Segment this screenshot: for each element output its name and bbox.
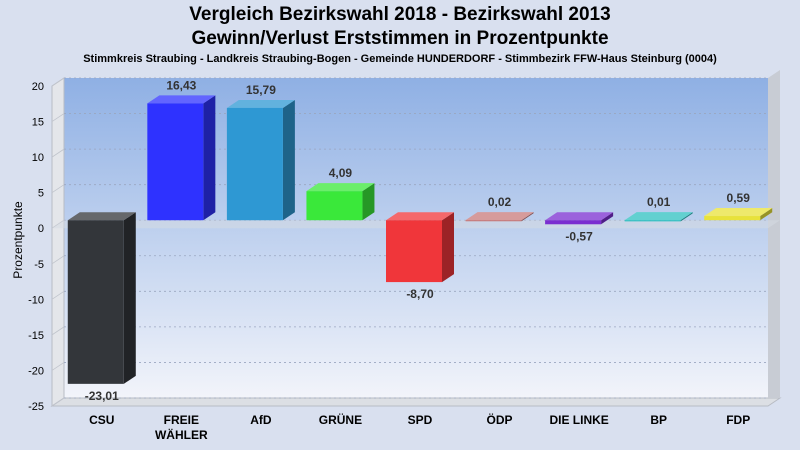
x-tick-label: ÖDP	[487, 412, 513, 427]
bar-front	[226, 107, 283, 221]
bar-side	[680, 212, 693, 222]
data-label: 16,43	[166, 78, 196, 92]
bar-top	[226, 99, 295, 108]
bar-side	[282, 99, 295, 221]
bar-top	[704, 208, 773, 217]
grid-line-side	[51, 77, 65, 87]
bar-freie-wähler	[147, 95, 216, 221]
data-label: 4,09	[329, 166, 353, 180]
bar-side	[203, 95, 216, 221]
y-tick-label: -20	[28, 365, 44, 377]
data-label: -8,70	[406, 287, 434, 301]
plot-right-edge	[768, 70, 780, 398]
bar-csu	[67, 212, 136, 384]
data-label: 0,59	[727, 191, 751, 205]
x-tick-label: SPD	[408, 413, 433, 427]
x-tick-label: AfD	[250, 413, 272, 427]
grid-line-side	[51, 184, 65, 193]
y-tick-label: 20	[32, 81, 44, 93]
y-axis-label: Prozentpunkte	[11, 201, 25, 279]
bar-front	[624, 220, 681, 222]
y-tick-label: 0	[38, 223, 44, 235]
bar-front	[147, 103, 204, 221]
bar-fdp	[704, 208, 773, 221]
bar-front	[545, 220, 602, 225]
y-tick-label: -10	[28, 294, 44, 306]
y-tick-label: 15	[32, 117, 44, 129]
plot-floor	[50, 397, 782, 407]
grid-line-side	[51, 255, 65, 265]
bar-side	[601, 212, 614, 225]
bar-grüne	[306, 183, 375, 221]
x-tick-label: FDP	[726, 413, 750, 427]
grid-line-side	[51, 291, 65, 300]
bar-top	[545, 212, 614, 221]
bar-bp	[624, 212, 693, 222]
bar-side	[760, 208, 773, 221]
grid-line-side	[51, 326, 65, 336]
plot-side-wall	[51, 77, 65, 407]
x-tick-label: BP	[650, 413, 667, 427]
bar-top	[386, 212, 454, 221]
x-tick-label: CSU	[89, 413, 114, 427]
bar-top	[465, 212, 534, 221]
grid-line-side	[51, 362, 65, 371]
y-tick-label: -15	[28, 330, 44, 342]
y-tick-label: 10	[32, 152, 44, 164]
x-tick-label: GRÜNE	[319, 412, 362, 427]
bar-side	[362, 183, 375, 221]
bar-front	[67, 220, 124, 384]
bar-top	[147, 95, 216, 104]
data-label: 0,01	[647, 195, 671, 209]
bar-front	[704, 216, 761, 221]
bar-spd	[386, 212, 454, 283]
x-tick-label: DIE LINKE	[549, 413, 608, 427]
chart-caption: Stimmkreis Straubing - Landkreis Straubi…	[83, 53, 717, 65]
data-label: -23,01	[85, 389, 119, 403]
bar-side	[123, 212, 136, 384]
data-label: 15,79	[246, 83, 276, 97]
x-tick-label: WÄHLER	[155, 427, 208, 442]
y-tick-label: -25	[28, 401, 44, 413]
grid-line-side	[51, 148, 65, 158]
chart-title: Vergleich Bezirkswahl 2018 - Bezirkswahl…	[189, 4, 611, 25]
y-tick-label: -5	[34, 259, 44, 271]
bar-afd	[226, 99, 295, 221]
bar-side	[521, 212, 534, 222]
bar-front	[306, 191, 363, 221]
grid-line-side	[51, 113, 65, 122]
data-label: -0,57	[565, 229, 593, 243]
y-tick-label: 5	[38, 188, 44, 200]
x-tick-label: FREIE	[164, 413, 199, 427]
bar-ödp	[465, 212, 534, 222]
bar-top	[67, 212, 136, 221]
bar-front	[386, 220, 442, 283]
grid-line-side	[51, 397, 65, 407]
bar-side	[442, 212, 454, 283]
chart-subtitle: Gewinn/Verlust Erststimmen in Prozentpun…	[191, 28, 609, 49]
bar-top	[624, 212, 693, 221]
bar-die-linke	[545, 212, 614, 225]
bar-front	[465, 220, 522, 222]
bar-top	[306, 183, 375, 192]
data-label: 0,02	[488, 195, 512, 209]
